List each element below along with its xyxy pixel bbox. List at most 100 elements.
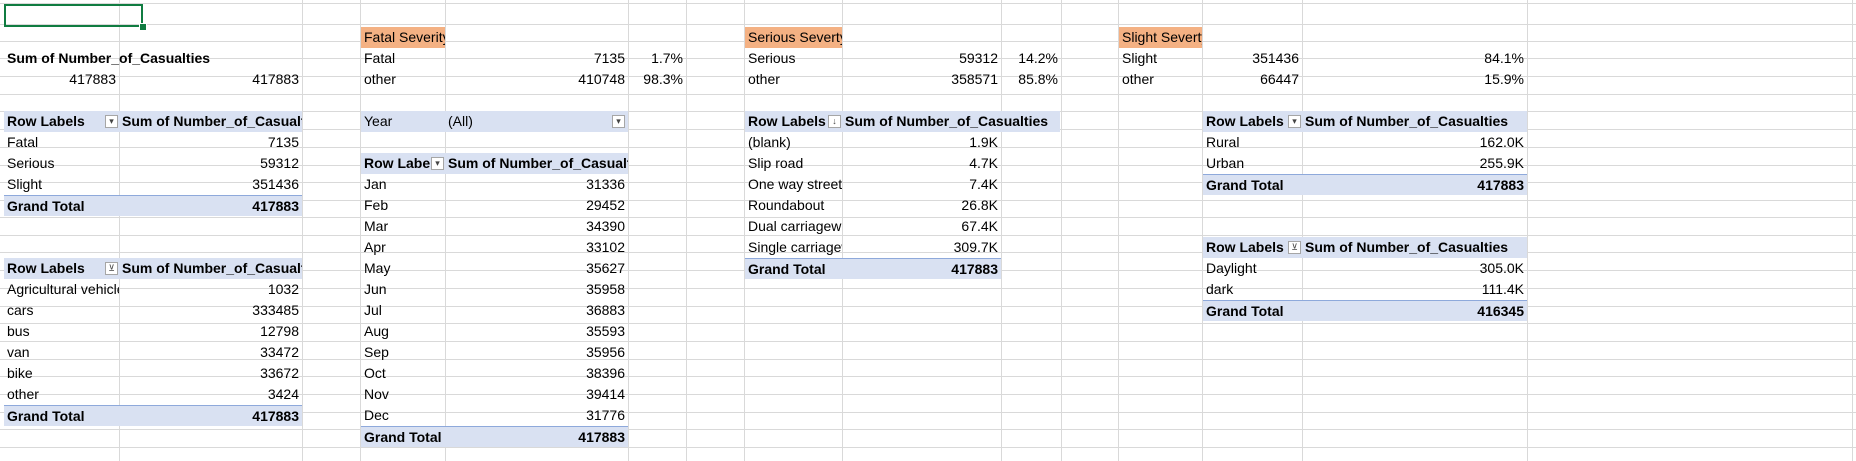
severity-pivot-label: Serious bbox=[7, 155, 55, 171]
vehicle-pivot-value: 12798 bbox=[260, 323, 299, 339]
vehicle-pivot-label: bike bbox=[7, 365, 33, 381]
month-pivot-value: 31776 bbox=[586, 407, 625, 423]
area-pivot-label: Rural bbox=[1206, 134, 1240, 150]
month-pivot-label: Jul bbox=[364, 302, 382, 318]
vehicle-pivot-label: cars bbox=[7, 302, 34, 318]
serious-card-other-value: 358571 bbox=[951, 71, 998, 87]
slight-card-label: Slight bbox=[1122, 50, 1158, 66]
road-pivot-label: Roundabout bbox=[748, 197, 825, 213]
area-pivot-value-header: Sum of Number_of_Casualties bbox=[1302, 111, 1527, 132]
gridline bbox=[119, 0, 120, 461]
severity-pivot-total-label: Grand Total bbox=[4, 195, 119, 216]
month-pivot-row-labels-header[interactable]: Row Labels bbox=[361, 153, 445, 174]
gridline bbox=[0, 41, 1856, 42]
gridline bbox=[1527, 0, 1528, 461]
fatal-card-value: 7135 bbox=[593, 50, 625, 66]
month-pivot-label: Aug bbox=[364, 323, 389, 339]
filter-applied-icon[interactable]: ⊻ bbox=[105, 262, 118, 275]
road-pivot-label: (blank) bbox=[748, 134, 791, 150]
year-filter-selected: (All) bbox=[448, 113, 473, 129]
serious-card-title: Serious Severty bbox=[745, 27, 842, 48]
month-pivot-value: 35593 bbox=[586, 323, 625, 339]
severity-pivot-row-labels-header[interactable]: Row Labels bbox=[4, 111, 119, 132]
area-pivot-total-label: Grand Total bbox=[1203, 174, 1302, 195]
month-pivot-label: May bbox=[364, 260, 391, 276]
pivot-header-label: Row Labels bbox=[1206, 113, 1284, 129]
gridline bbox=[0, 165, 1856, 166]
pivot-header-label: Row Labels bbox=[7, 260, 85, 276]
road-pivot-row-labels-header[interactable]: Row Labels bbox=[745, 111, 842, 132]
selected-cell[interactable] bbox=[4, 4, 143, 27]
vehicle-pivot-total-value: 417883 bbox=[119, 405, 302, 426]
fill-handle[interactable] bbox=[139, 23, 147, 31]
serious-card-other-pct: 85.8% bbox=[1018, 71, 1058, 87]
month-pivot-label: Apr bbox=[364, 239, 386, 255]
filter-applied-icon[interactable]: ⊻ bbox=[1288, 241, 1301, 254]
fatal-card-pct: 1.7% bbox=[651, 50, 683, 66]
gridline bbox=[0, 94, 1856, 95]
month-pivot-value: 35627 bbox=[586, 260, 625, 276]
light-pivot-row-labels-header[interactable]: Row Labels bbox=[1203, 237, 1302, 258]
area-pivot-value: 162.0K bbox=[1479, 134, 1524, 150]
road-pivot-total-label: Grand Total bbox=[745, 258, 842, 279]
gridline bbox=[0, 147, 1856, 148]
vehicle-pivot-label: Agricultural vehicle bbox=[7, 281, 119, 297]
pivot-header-label: Row Labels bbox=[748, 113, 826, 129]
area-pivot-label: Urban bbox=[1206, 155, 1245, 171]
summary-value-a: 417883 bbox=[69, 71, 116, 87]
month-pivot-value: 33102 bbox=[586, 239, 625, 255]
sort-descending-icon[interactable]: ↓ bbox=[828, 115, 841, 128]
serious-card-value: 59312 bbox=[959, 50, 998, 66]
road-pivot-value: 67.4K bbox=[961, 218, 998, 234]
slight-card-title: Slight Severty bbox=[1119, 27, 1202, 48]
severity-pivot-value-header: Sum of Number_of_Casualties bbox=[119, 111, 302, 132]
year-filter-label: Year bbox=[361, 111, 445, 132]
fatal-card-other-pct: 98.3% bbox=[643, 71, 683, 87]
gridline bbox=[0, 76, 1856, 77]
month-pivot-value: 35958 bbox=[586, 281, 625, 297]
vehicle-pivot-value: 3424 bbox=[267, 386, 299, 402]
gridline bbox=[0, 306, 1856, 307]
gridline bbox=[0, 288, 1856, 289]
gridline bbox=[0, 58, 1856, 59]
slight-card-value: 351436 bbox=[1252, 50, 1299, 66]
gridline bbox=[0, 323, 1856, 324]
vehicle-pivot-row-labels-header[interactable]: Row Labels bbox=[4, 258, 119, 279]
severity-pivot-value: 59312 bbox=[260, 155, 299, 171]
gridline bbox=[0, 376, 1856, 377]
gridline bbox=[842, 0, 843, 461]
severity-pivot-total-value: 417883 bbox=[119, 195, 302, 216]
summary-header: Sum of Number_of_Casualties bbox=[7, 50, 211, 66]
vehicle-pivot-value: 333485 bbox=[252, 302, 299, 318]
gridline bbox=[0, 359, 1856, 360]
slight-card-other-pct: 15.9% bbox=[1484, 71, 1524, 87]
filter-dropdown-icon[interactable]: ▾ bbox=[431, 157, 444, 170]
severity-pivot-label: Fatal bbox=[7, 134, 39, 150]
light-pivot-value: 305.0K bbox=[1479, 260, 1524, 276]
vehicle-pivot-value: 33672 bbox=[260, 365, 299, 381]
light-pivot-label: Daylight bbox=[1206, 260, 1257, 276]
filter-dropdown-icon[interactable]: ▾ bbox=[105, 115, 118, 128]
slight-card-other-label: other bbox=[1122, 71, 1154, 87]
pivot-header-label: Row Labels bbox=[364, 155, 442, 171]
gridline bbox=[1852, 0, 1853, 461]
road-pivot-label: One way street bbox=[748, 176, 842, 192]
road-pivot-value: 309.7K bbox=[953, 239, 998, 255]
gridline bbox=[0, 200, 1856, 201]
month-pivot-value-header: Sum of Number_of_Casualties bbox=[445, 153, 628, 174]
gridline bbox=[1001, 0, 1002, 461]
fatal-card-other-value: 410748 bbox=[578, 71, 625, 87]
gridline bbox=[1118, 0, 1119, 461]
gridline bbox=[0, 24, 1856, 25]
light-pivot-value-header: Sum of Number_of_Casualties bbox=[1302, 237, 1527, 258]
fatal-card-label: Fatal bbox=[364, 50, 396, 66]
vehicle-pivot-value-header: Sum of Number_of_Casualties bbox=[119, 258, 302, 279]
fatal-card-other-label: other bbox=[364, 71, 396, 87]
year-filter-value[interactable]: (All) bbox=[445, 111, 628, 132]
vehicle-pivot-label: bus bbox=[7, 323, 30, 339]
filter-dropdown-icon[interactable]: ▾ bbox=[1288, 115, 1301, 128]
month-pivot-label: Jan bbox=[364, 176, 387, 192]
area-pivot-row-labels-header[interactable]: Row Labels bbox=[1203, 111, 1302, 132]
filter-dropdown-icon[interactable]: ▾ bbox=[612, 115, 625, 128]
road-pivot-label: Slip road bbox=[748, 155, 804, 171]
